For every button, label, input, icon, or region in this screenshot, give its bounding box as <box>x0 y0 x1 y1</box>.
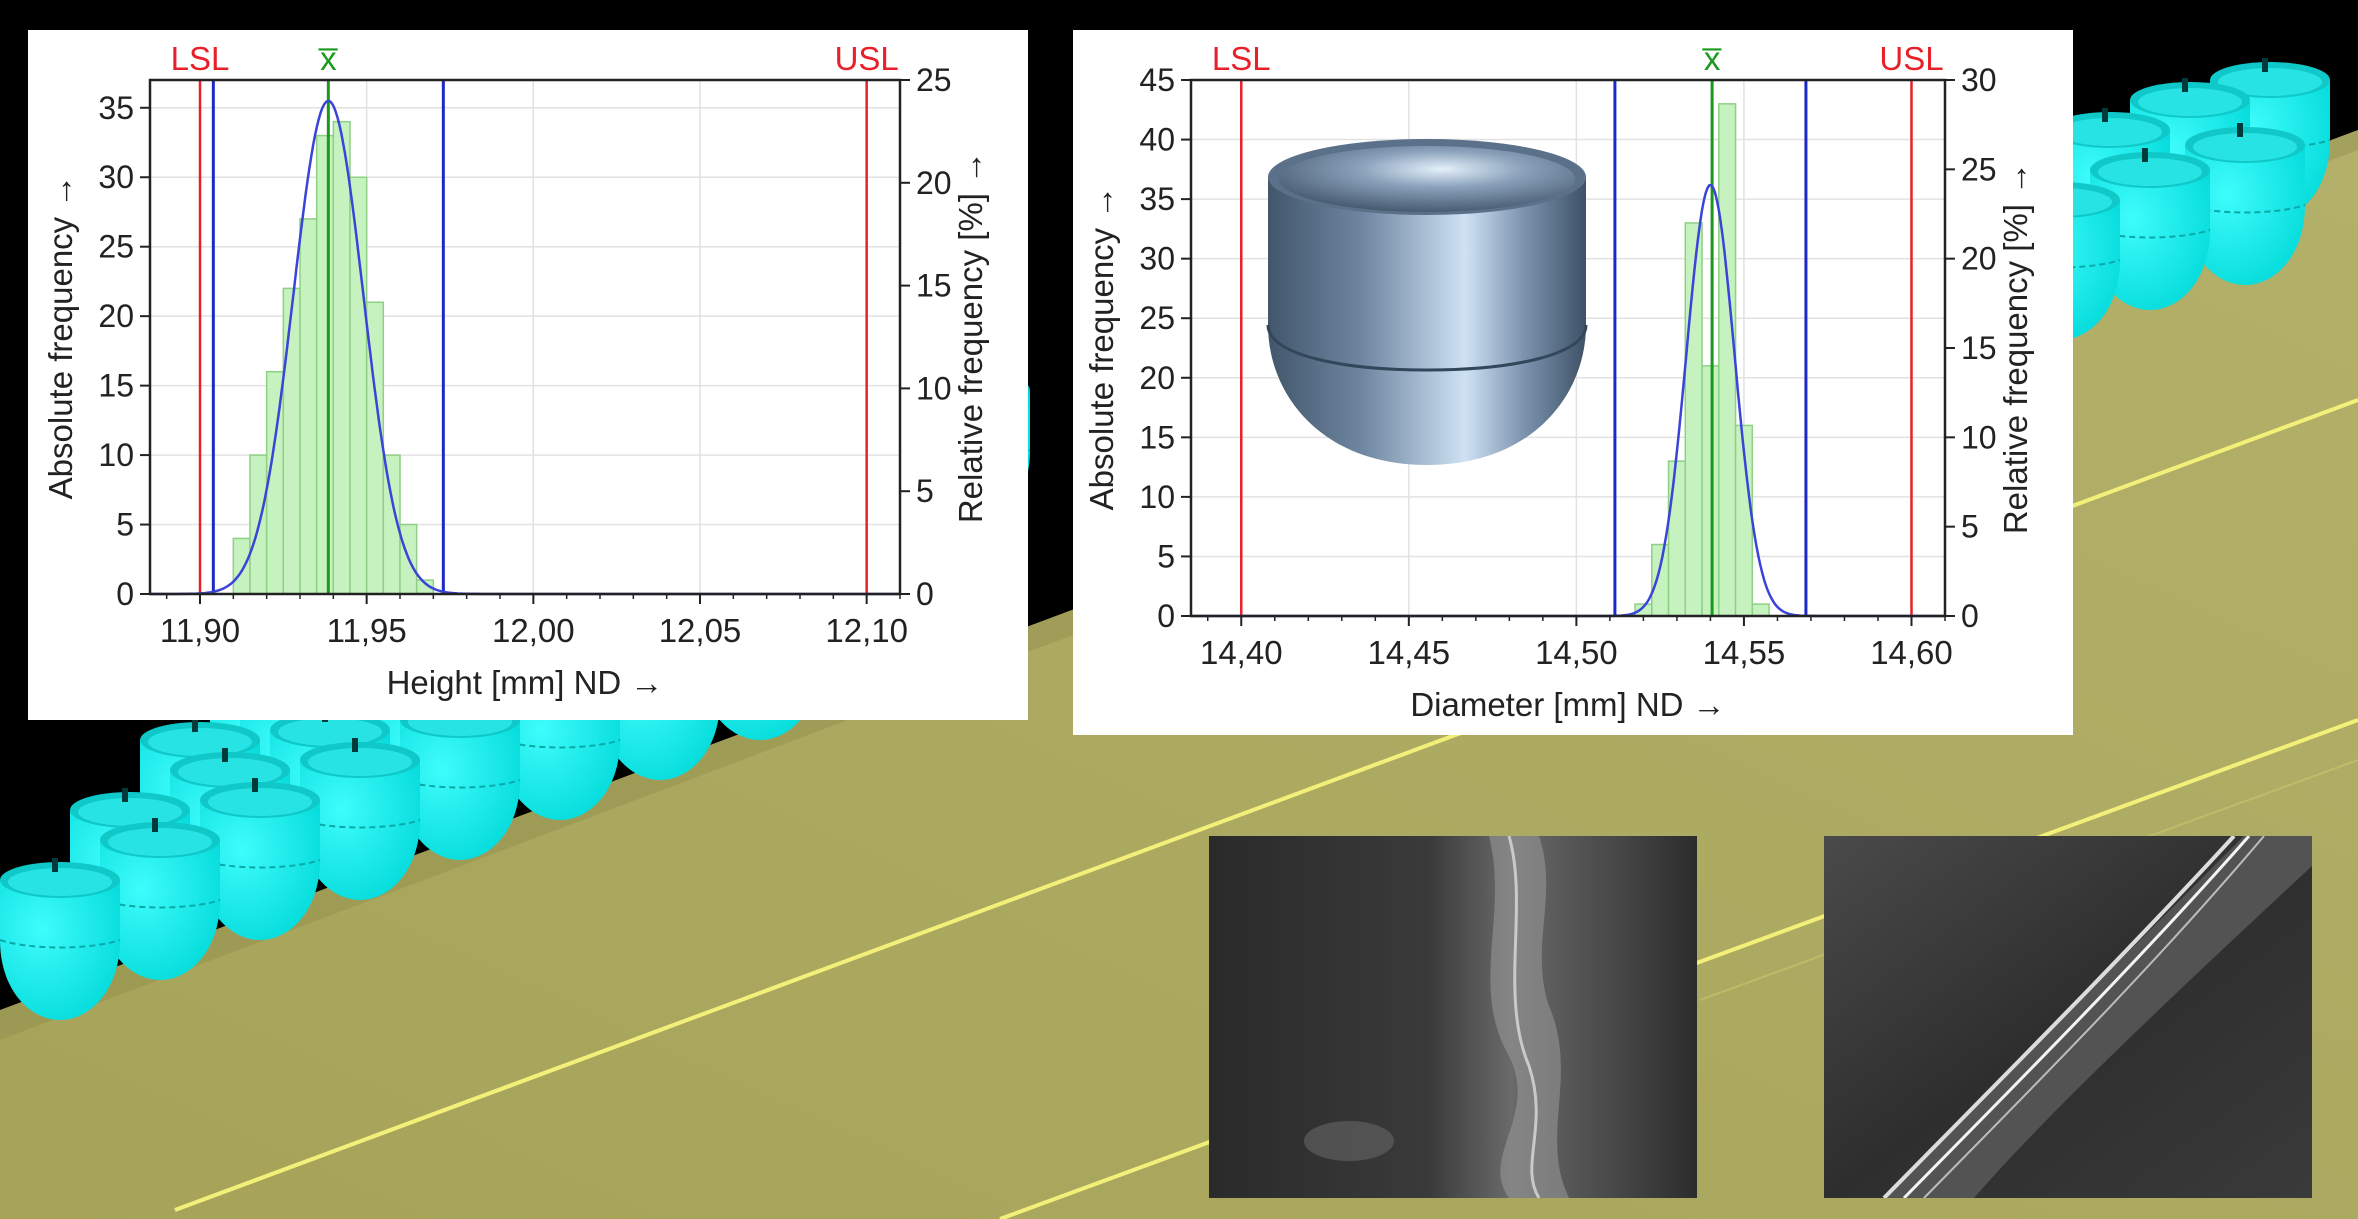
y2-tick-label: 10 <box>916 370 952 406</box>
y-tick-label: 35 <box>1139 181 1175 217</box>
printed-cup <box>299 738 421 900</box>
y-tick-label: 30 <box>1139 241 1175 277</box>
printed-cup <box>2184 123 2306 285</box>
printed-cup <box>0 858 121 1020</box>
usl-label: USL <box>1879 40 1943 77</box>
y-tick-label: 35 <box>98 90 134 126</box>
bars <box>232 120 435 595</box>
x-tick-label: 14,45 <box>1368 634 1451 671</box>
histogram-bar <box>349 176 368 595</box>
bars <box>1634 103 1770 617</box>
x-tick-label: 14,40 <box>1200 634 1283 671</box>
y2-tick-label: 0 <box>916 576 934 612</box>
x-tick-label: 14,50 <box>1535 634 1618 671</box>
printed-cup <box>199 778 321 940</box>
y-tick-label: 0 <box>116 576 134 612</box>
y-tick-label: 25 <box>98 229 134 265</box>
histogram-bar <box>232 537 251 595</box>
y2-tick-label: 25 <box>916 62 952 98</box>
y2-tick-label: 5 <box>916 473 934 509</box>
histogram-bar <box>1701 365 1720 617</box>
y-tick-label: 25 <box>1139 300 1175 336</box>
y-axis-label: Absolute frequency → <box>1083 186 1120 511</box>
y-tick-label: 15 <box>98 368 134 404</box>
histogram-bar <box>1751 603 1770 617</box>
y2-tick-label: 10 <box>1961 419 1997 455</box>
histogram-bar <box>299 218 318 595</box>
y2-tick-label: 25 <box>1961 151 1997 187</box>
y-axis-label: Absolute frequency → <box>42 175 79 500</box>
y-tick-label: 15 <box>1139 419 1175 455</box>
x-tick-label: 11,90 <box>160 612 240 649</box>
histogram-bar <box>1651 543 1670 617</box>
y2-axis-label: Relative frequency [%] → <box>1997 162 2034 534</box>
usl-label: USL <box>835 40 899 77</box>
printed-cup <box>99 818 221 980</box>
y2-tick-label: 15 <box>1961 330 1997 366</box>
mean-label: x̅ <box>318 40 338 77</box>
microscope-photo-rough-edge <box>1209 836 1697 1198</box>
y2-tick-label: 5 <box>1961 509 1979 545</box>
x-tick-label: 12,00 <box>492 612 575 649</box>
y-tick-label: 20 <box>1139 360 1175 396</box>
y2-tick-label: 15 <box>916 268 952 304</box>
microscope-photo-smooth-edge <box>1824 836 2312 1198</box>
y2-tick-label: 30 <box>1961 62 1997 98</box>
y-tick-label: 0 <box>1157 598 1175 634</box>
lsl-label: LSL <box>1212 40 1271 77</box>
y2-tick-label: 0 <box>1961 598 1979 634</box>
x-tick-label: 14,60 <box>1870 634 1953 671</box>
histogram-bar <box>332 120 351 595</box>
y-tick-label: 10 <box>98 437 134 473</box>
y-tick-label: 5 <box>1157 538 1175 574</box>
y-tick-label: 5 <box>116 507 134 543</box>
histogram-bar <box>282 287 301 595</box>
x-axis-label: Height [mm] ND → <box>387 664 664 701</box>
histogram-bar <box>1667 460 1687 617</box>
y2-tick-label: 20 <box>1961 241 1997 277</box>
histogram-bar <box>1718 103 1737 617</box>
y2-tick-label: 20 <box>916 165 952 201</box>
x-tick-label: 12,05 <box>659 612 742 649</box>
y-tick-label: 20 <box>98 298 134 334</box>
x-axis-label: Diameter [mm] ND → <box>1410 686 1725 723</box>
y-tick-label: 10 <box>1139 479 1175 515</box>
y-tick-label: 45 <box>1139 62 1175 98</box>
x-tick-label: 12,10 <box>825 612 908 649</box>
lsl-label: LSL <box>171 40 230 77</box>
histogram-bar <box>315 134 335 595</box>
y2-axis-label: Relative frequency [%] → <box>952 151 989 523</box>
x-tick-label: 11,95 <box>327 612 407 649</box>
y-tick-label: 30 <box>98 159 134 195</box>
x-tick-label: 14,55 <box>1703 634 1786 671</box>
mean-label: x̅ <box>1702 40 1722 77</box>
height-histogram-panel: LSL x̅ USL 11,90 11,95 12,00 12,05 12,10 0 5 10 15 2… <box>28 30 1028 720</box>
y-tick-label: 40 <box>1139 122 1175 158</box>
plot-frame <box>148 78 902 596</box>
cup-3d-render <box>1266 139 1588 465</box>
